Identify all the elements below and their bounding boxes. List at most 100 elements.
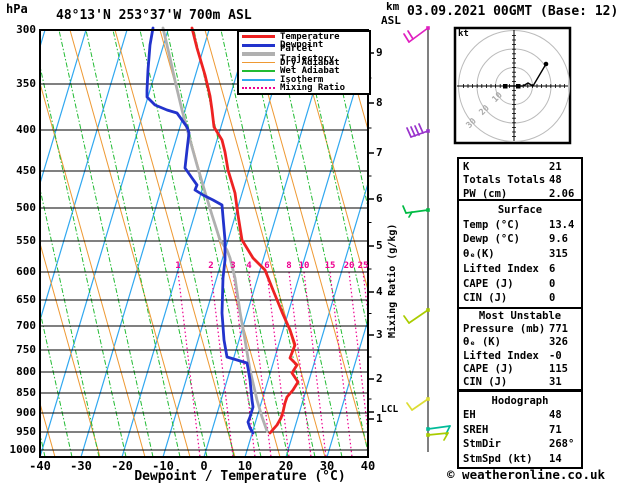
- km-tick-label: 6: [376, 192, 383, 205]
- stats-row: CIN (J) 0: [459, 292, 581, 304]
- wet-adiabat-line: [139, 30, 235, 457]
- wind-barb: [443, 432, 449, 441]
- wet-adiabat-line: [247, 30, 343, 457]
- parcel-trajectory-curve: [161, 26, 269, 433]
- stat-value: 268°: [549, 438, 575, 450]
- wet-adiabat-line: [220, 30, 316, 457]
- hodograph-unit-label: kt: [458, 29, 469, 39]
- pressure-tick-label: 450: [16, 164, 36, 177]
- pressure-unit-label: hPa: [6, 2, 28, 16]
- mixing-ratio-value-label: 20: [343, 261, 355, 271]
- datetime-label: 03.09.2021 00GMT (Base: 12): [407, 4, 619, 19]
- mixing-ratio-value-label: 15: [324, 261, 336, 271]
- wind-barb: [410, 130, 429, 138]
- stats-table-title: Most Unstable: [478, 310, 562, 323]
- stat-label: θₑ (K): [463, 336, 501, 349]
- legend-line-sample: [242, 43, 275, 47]
- legend-line-sample: [242, 52, 275, 56]
- legend-item-label: Parcel Trajectory: [280, 43, 335, 64]
- temp-tick-label: 10: [237, 459, 253, 473]
- wind-barb: [402, 205, 407, 214]
- storm-motion-marker: [503, 84, 508, 89]
- pressure-tick-label: 600: [16, 265, 36, 278]
- mixing-ratio-line: [348, 271, 368, 437]
- mixing-ratio-value-label: 10: [298, 261, 310, 271]
- dry-adiabat-line: [114, 30, 236, 457]
- pressure-tick-label: 400: [16, 123, 36, 136]
- legend-item: Wet Adiabat: [239, 66, 369, 76]
- mixing-ratio-value-label: 6: [264, 261, 270, 271]
- km-tick-label: 9: [376, 46, 383, 59]
- stat-value: 0: [549, 277, 556, 290]
- legend-item-label: Mixing Ratio: [280, 83, 346, 94]
- stats-table-most-unstable: Most Unstable Pressure (mb) 771 θₑ (K) 326 Li…: [457, 307, 583, 391]
- stats-row: Totals Totals 48: [459, 174, 581, 186]
- stat-label: StmDir: [463, 438, 501, 450]
- isotherm-line: [285, 181, 368, 457]
- wind-barb: [403, 33, 410, 43]
- stat-label: CAPE (J): [463, 277, 514, 290]
- mixing-ratio-line: [248, 271, 272, 457]
- isotherm-line: [203, 30, 333, 457]
- temp-tick-label: -30: [70, 459, 92, 473]
- wet-adiabat-line: [166, 30, 262, 457]
- legend-item: Mixing Ratio: [239, 83, 369, 94]
- legend-item-label: Dry Adiabat: [280, 57, 340, 68]
- km-tick-label: 8: [376, 96, 383, 109]
- temp-tick-label: -40: [29, 459, 51, 473]
- stats-row: CIN (J) 31: [459, 376, 581, 388]
- stat-value: 21: [549, 160, 562, 173]
- temp-tick-label: 0: [200, 459, 208, 473]
- wind-barb: [411, 398, 429, 411]
- wind-barb: [408, 309, 429, 324]
- mixing-ratio-line: [266, 271, 290, 457]
- legend-item-label: Temperature: [280, 31, 340, 42]
- stat-label: CAPE (J): [463, 362, 514, 375]
- stat-value: 771: [549, 323, 568, 336]
- km-tick-label: 3: [376, 328, 383, 341]
- temp-tick-label: 20: [278, 459, 294, 473]
- stat-value: 115: [549, 362, 568, 375]
- stat-label: SREH: [463, 423, 489, 436]
- km-tick-label: 7: [376, 146, 383, 159]
- wet-adiabat-line: [112, 30, 208, 457]
- stats-row: θₑ (K) 326: [459, 336, 581, 348]
- pressure-tick-label: 700: [16, 319, 36, 332]
- pressure-tick-label: 750: [16, 343, 36, 356]
- pressure-tick-label: 900: [16, 406, 36, 419]
- stat-label: Lifted Index: [463, 349, 539, 362]
- stats-table-surface: Surface Temp (°C) 13.4 Dewp (°C) 9.6 θₑ(K) 315…: [457, 199, 583, 309]
- legend-line-sample: [242, 61, 275, 64]
- temperature-curve: [190, 26, 300, 435]
- mixing-ratio-value-label: 3: [230, 261, 236, 271]
- stat-label: StmSpd (kt): [463, 452, 533, 465]
- legend-item-label: Isotherm: [280, 74, 324, 85]
- legend-item: Parcel Trajectory: [239, 44, 369, 64]
- stats-row: Lifted Index -0: [459, 350, 581, 362]
- pressure-tick-label: 550: [16, 234, 36, 247]
- stat-value: 48: [549, 174, 562, 186]
- stats-row: Pressure (mb) 771: [459, 323, 581, 335]
- wet-adiabat-line: [85, 30, 181, 457]
- km-tick-label: 4: [376, 285, 383, 298]
- stat-label: CIN (J): [463, 375, 508, 388]
- stats-row: Temp (°C) 13.4: [459, 219, 581, 231]
- wind-barb: [408, 211, 413, 218]
- stats-table-title: Hodograph: [491, 394, 549, 407]
- copyright-credit: © weatheronline.co.uk: [447, 467, 606, 482]
- km-tick-label: 1: [376, 412, 383, 425]
- isotherm-line: [40, 30, 128, 323]
- stat-label: CIN (J): [463, 292, 508, 305]
- wind-barb: [410, 126, 416, 137]
- stats-row: Dewp (°C) 9.6: [459, 233, 581, 245]
- dry-adiabat-line: [204, 30, 326, 457]
- wind-barb: [406, 402, 413, 411]
- wind-barb-dot: [426, 129, 430, 133]
- stat-value: 6: [549, 262, 556, 275]
- stats-row: CAPE (J) 0: [459, 278, 581, 290]
- stat-label: Lifted Index: [463, 262, 539, 275]
- wind-barb: [418, 123, 424, 134]
- pressure-tick-label: 300: [16, 23, 36, 36]
- stats-row: θₑ(K) 315: [459, 248, 581, 260]
- mixing-ratio-line: [288, 271, 312, 457]
